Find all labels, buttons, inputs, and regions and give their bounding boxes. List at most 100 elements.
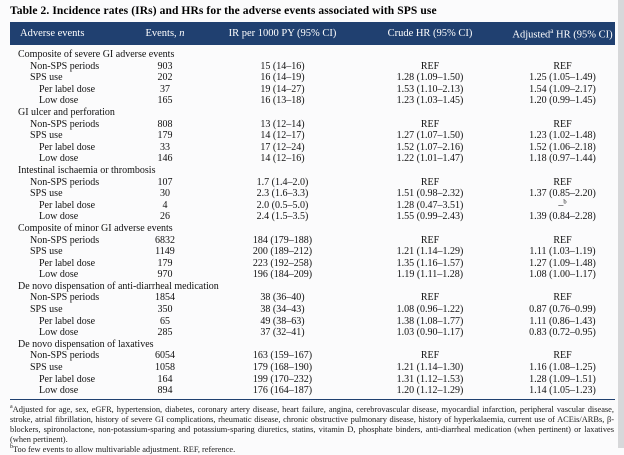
table-row: Per label dose 179 223 (192–258) 1.35 (1.16…: [10, 258, 615, 270]
row-label: Non-SPS periods: [30, 60, 100, 72]
table-row: Per label dose 4 2.0 (0.5–5.0) 1.28 (0.47–3…: [10, 198, 615, 212]
row-label: SPS use: [30, 72, 63, 84]
events-cell: 6832: [155, 234, 175, 246]
adjusted-hr-cell: 1.11 (1.03–1.19): [529, 246, 596, 258]
table-row: SPS use 1058 179 (168–190) 1.21 (1.14–1.30)…: [10, 362, 615, 374]
section-header-row: Composite of minor GI adverse events: [10, 223, 615, 235]
events-cell: 179: [157, 130, 173, 142]
crude-hr-cell: REF: [420, 234, 440, 246]
table-row: Low dose 970 196 (184–209) 1.19 (1.11–1.28)…: [10, 269, 615, 281]
adjusted-hr-cell: 1.14 (1.05–1.23): [510, 385, 615, 400]
events-cell: 1058: [155, 362, 175, 374]
table-body: Composite of severe GI adverse events Non…: [10, 45, 615, 400]
ir-cell: 2.3 (1.6–3.3): [256, 188, 309, 200]
row-label: Low dose: [39, 327, 79, 339]
ir-cell: 176 (164–187): [215, 385, 350, 400]
ir-cell: 179 (168–190): [252, 362, 313, 374]
ir-cell: 49 (38–63): [260, 315, 305, 327]
crude-hr-cell: 1.21 (1.14–1.29): [396, 246, 464, 258]
ir-cell: 1.7 (1.4–2.0): [256, 176, 309, 188]
adjusted-hr-cell: 1.25 (1.05–1.49): [529, 72, 596, 84]
table-row: SPS use 350 38 (34–43) 1.08 (0.96–1.22) 0.87…: [10, 304, 615, 316]
row-label: Non-SPS periods: [30, 350, 100, 362]
adjusted-hr-cell: 1.23 (1.02–1.48): [529, 130, 596, 142]
events-cell: 285: [157, 327, 173, 339]
adjusted-hr-cell: –b: [558, 198, 567, 211]
events-cell: 894: [115, 385, 215, 400]
adjusted-hr-cell: 1.28 (1.09–1.51): [529, 373, 596, 385]
crude-hr-cell: REF: [420, 118, 440, 130]
ir-cell: 38 (36–40): [260, 292, 305, 304]
section-header-row: De novo dispensation of laxatives: [10, 339, 615, 351]
ir-cell: 196 (184–209): [252, 269, 313, 281]
incidence-rates-table: Adverse events Events, n IR per 1000 PY (9…: [10, 22, 615, 400]
events-cell: 970: [157, 269, 173, 281]
crude-hr-cell: 1.22 (1.01–1.47): [396, 153, 464, 165]
ir-cell: 14 (12–17): [260, 130, 305, 142]
table-row: Low dose 285 37 (32–41) 1.03 (0.90–1.17) 0.8…: [10, 327, 615, 339]
section-name: Intestinal ischaemia or thrombosis: [18, 164, 156, 176]
row-label: Non-SPS periods: [30, 176, 100, 188]
table-row: Non-SPS periods 1854 38 (36–40) REF REF: [10, 292, 615, 304]
column-header: Crude HR (95% CI): [350, 22, 510, 47]
crude-hr-cell: 1.52 (1.07–2.16): [396, 141, 464, 153]
table-row: Low dose 26 2.4 (1.5–3.5) 1.55 (0.99–2.43) 1…: [10, 211, 615, 223]
ir-cell: 15 (14–16): [260, 60, 305, 72]
row-label: Non-SPS periods: [30, 118, 100, 130]
events-cell: 146: [157, 153, 173, 165]
ir-cell: 2.4 (1.5–3.5): [256, 211, 309, 223]
adjusted-hr-cell: 1.39 (0.84–2.28): [529, 211, 596, 223]
events-cell: 179: [157, 257, 173, 269]
adjusted-hr-cell: REF: [553, 118, 572, 130]
ir-cell: 16 (13–18): [260, 95, 305, 107]
adjusted-hr-cell: REF: [553, 350, 572, 362]
crude-hr-cell: REF: [420, 350, 440, 362]
table-row: Non-SPS periods 808 13 (12–14) REF REF: [10, 119, 615, 131]
row-label: Low dose: [39, 95, 79, 107]
adjusted-hr-cell: REF: [553, 60, 572, 72]
events-cell: 903: [157, 60, 173, 72]
row-label: SPS use: [30, 362, 63, 374]
ir-cell: 163 (159–167): [252, 350, 313, 362]
events-cell: 37: [160, 83, 170, 95]
section-name: GI ulcer and perforation: [18, 106, 115, 118]
table-row: SPS use 179 14 (12–17) 1.27 (1.07–1.50) 1.23…: [10, 130, 615, 142]
crude-hr-cell: 1.27 (1.07–1.50): [396, 130, 464, 142]
footnote-b: bToo few events to allow multivariable a…: [10, 444, 236, 455]
row-label: Per label dose: [39, 141, 96, 153]
section-header-row: GI ulcer and perforation: [10, 107, 615, 119]
adjusted-hr-cell: REF: [553, 176, 572, 188]
table-row: Non-SPS periods 107 1.7 (1.4–2.0) REF REF: [10, 177, 615, 189]
column-header: Adjusteda HR (95% CI): [510, 22, 615, 47]
section-header-row: Composite of severe GI adverse events: [10, 45, 615, 61]
crude-hr-cell: 1.38 (1.08–1.77): [396, 315, 464, 327]
table-row: Per label dose 65 49 (38–63) 1.38 (1.08–1.7…: [10, 316, 615, 328]
table-row: Non-SPS periods 6832 184 (179–188) REF REF: [10, 235, 615, 247]
crude-hr-cell: 1.28 (1.09–1.50): [396, 72, 464, 84]
row-label: Per label dose: [39, 315, 96, 327]
adjusted-hr-cell: 0.87 (0.76–0.99): [529, 304, 596, 316]
adjusted-hr-cell: 1.18 (0.97–1.44): [529, 153, 596, 165]
events-cell: 30: [160, 188, 170, 200]
events-cell: 1149: [155, 246, 175, 258]
crude-hr-cell: 1.28 (0.47–3.51): [396, 199, 464, 211]
column-header: IR per 1000 PY (95% CI): [215, 22, 350, 47]
ir-cell: 37 (32–41): [260, 327, 305, 339]
section-name: Composite of minor GI adverse events: [18, 222, 173, 234]
row-label: Per label dose: [39, 199, 96, 211]
adjusted-hr-cell: 1.54 (1.09–2.17): [529, 83, 596, 95]
ir-cell: 200 (189–212): [252, 246, 313, 258]
ir-cell: 17 (12–24): [260, 141, 305, 153]
events-cell: 33: [160, 141, 170, 153]
ir-cell: 184 (179–188): [252, 234, 313, 246]
events-cell: 6054: [155, 350, 175, 362]
crude-hr-cell: 1.53 (1.10–2.13): [396, 83, 464, 95]
events-cell: 350: [157, 304, 173, 316]
ir-cell: 19 (14–27): [260, 83, 305, 95]
section-header-row: Intestinal ischaemia or thrombosis: [10, 165, 615, 177]
crude-hr-cell: REF: [420, 60, 440, 72]
table-header-row: Adverse events Events, n IR per 1000 PY (9…: [10, 22, 615, 47]
column-header: Events, n: [115, 22, 215, 47]
row-label: Per label dose: [39, 83, 96, 95]
